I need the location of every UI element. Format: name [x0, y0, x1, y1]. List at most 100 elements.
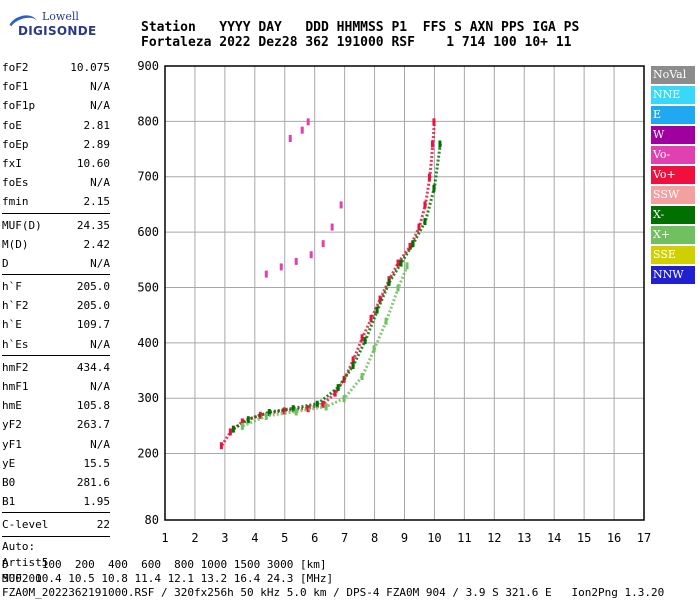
param-value: 10.60	[76, 156, 110, 170]
param-value: N/A	[90, 80, 110, 94]
param-name: yF2	[2, 418, 22, 432]
param-value: 2.42	[83, 237, 111, 251]
param-row: B0 281.6	[2, 473, 110, 492]
param-name: yF1	[2, 437, 22, 451]
param-row: foF2 10.075	[2, 58, 110, 77]
params-group-profile: hmF2 434.4 hmF1 N/A hmE 105.8 yF2 263.7 yF1 N/A yE…	[2, 358, 110, 512]
trace-point	[387, 278, 391, 286]
x-tick-label: 4	[251, 531, 258, 545]
series-x-	[231, 140, 442, 433]
trace-point	[294, 257, 298, 265]
param-value: N/A	[90, 256, 110, 270]
param-value: 2.81	[83, 118, 111, 132]
param-value: 2.15	[83, 195, 111, 209]
x-tick-label: 15	[577, 531, 591, 545]
footer-muf-row: MUF 10.4 10.5 10.8 11.4 12.1 13.2 16.4 2…	[2, 572, 334, 585]
trace-point	[288, 134, 292, 142]
x-tick-label: 9	[401, 531, 408, 545]
footer-distance-row: D 100 200 400 600 800 1000 1500 3000 [km…	[2, 558, 327, 571]
param-name: foEs	[2, 176, 29, 190]
params-divider	[2, 274, 110, 276]
param-value: 10.075	[70, 61, 110, 74]
param-name: foEp	[2, 137, 29, 151]
param-name: h`E	[2, 318, 22, 332]
trace-point	[330, 223, 334, 231]
param-value: 263.7	[76, 418, 110, 432]
param-value: N/A	[90, 337, 110, 351]
param-name: foF1p	[2, 99, 36, 113]
param-row: h`F 205.0	[2, 277, 110, 296]
param-name: foE	[2, 118, 22, 132]
y-tick-label: 200	[137, 447, 159, 461]
param-name: B1	[2, 495, 16, 509]
logo-lowell-text: Lowell	[42, 10, 79, 23]
params-divider	[2, 354, 110, 356]
param-row: foE 2.81	[2, 116, 110, 135]
trace-point	[321, 400, 325, 408]
trace-point	[291, 405, 295, 413]
param-value: N/A	[90, 99, 110, 113]
trace-point	[324, 403, 328, 411]
trace-point	[378, 295, 382, 303]
autoscaling-label: Auto:	[2, 539, 36, 553]
x-tick-label: 3	[221, 531, 228, 545]
legend-item: SSW	[651, 186, 695, 204]
trace-point	[336, 384, 340, 392]
param-name: foF2	[2, 61, 29, 74]
param-row: fxI 10.60	[2, 154, 110, 173]
param-name: hmF2	[2, 360, 29, 374]
chart-axes: 1 2 3 4 5 6 7 8 9 10 11 12 13 14 15 16 17802003004005006…	[137, 59, 651, 545]
param-name: h`Es	[2, 337, 29, 351]
param-row: hmF2 434.4	[2, 358, 110, 377]
param-value: 2.89	[83, 137, 111, 151]
param-name: MUF(D)	[2, 218, 42, 232]
x-tick-label: 16	[607, 531, 621, 545]
trace-point	[360, 373, 364, 381]
x-tick-label: 17	[637, 531, 651, 545]
param-name: fmin	[2, 195, 29, 209]
trace-point	[264, 270, 268, 278]
trace-point	[369, 314, 373, 322]
y-tick-label: 300	[137, 391, 159, 405]
params-group-virtual-heights: h`F 205.0 h`F2 205.0 h`E 109.7 h`Es N/A	[2, 277, 110, 354]
trace-point	[333, 389, 337, 397]
param-name: hmF1	[2, 380, 29, 393]
polarization-legend: NoVal NNE E W Vo- Vo+ SSW X- X+ SSE NNW	[651, 66, 695, 286]
param-value: 434.4	[76, 360, 110, 374]
param-name: B0	[2, 475, 16, 489]
x-tick-label: 14	[547, 531, 561, 545]
series-vo-	[264, 118, 343, 278]
header-line-2: Fortaleza 2022 Dez28 362 191000 RSF 1 71…	[141, 35, 572, 50]
x-tick-label: 1	[161, 531, 168, 545]
param-name: fxI	[2, 156, 22, 170]
trace-point	[294, 408, 298, 416]
param-value: N/A	[90, 437, 110, 451]
trace-point	[399, 259, 403, 267]
y-tick-label: 900	[137, 59, 159, 73]
y-tick-label: 500	[137, 280, 159, 294]
legend-item: NNW	[651, 266, 695, 284]
trace-point	[219, 442, 223, 450]
trace-line	[242, 264, 409, 428]
footer-info: D 100 200 400 600 800 1000 1500 3000 [km…	[2, 558, 664, 600]
param-row: yF1 N/A	[2, 435, 110, 454]
footer-file-info: FZA0M_2022362191000.RSF / 320fx256h 50 k…	[2, 586, 665, 599]
scaled-parameters-panel: foF2 10.075 foF1 N/A foF1p N/A foE 2.81 foEp 2.89…	[2, 58, 110, 587]
legend-item: NNE	[651, 86, 695, 104]
y-tick-label: 800	[137, 114, 159, 128]
series-vo-	[219, 118, 436, 450]
param-name: C-level	[2, 518, 49, 532]
param-row: C-level 22	[2, 515, 110, 534]
x-tick-label: 8	[371, 531, 378, 545]
trace-point	[306, 118, 310, 126]
params-divider	[2, 512, 110, 514]
param-value: 15.5	[83, 456, 111, 470]
param-row: h`F2 205.0	[2, 296, 110, 315]
param-row: hmF1 N/A	[2, 377, 110, 396]
trace-point	[282, 407, 286, 415]
trace-point	[315, 400, 319, 408]
trace-point	[231, 425, 235, 433]
trace-point	[396, 259, 400, 267]
trace-line	[233, 143, 442, 430]
param-value: 205.0	[76, 280, 110, 294]
